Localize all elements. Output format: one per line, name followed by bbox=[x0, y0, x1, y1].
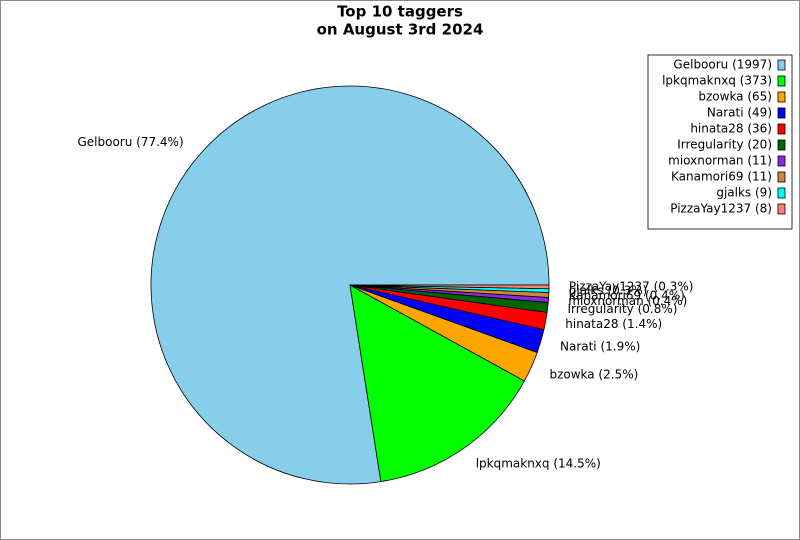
legend-swatch bbox=[777, 187, 786, 199]
slice-label: hinata28 (1.4%) bbox=[565, 317, 662, 331]
chart-title: Top 10 taggers bbox=[337, 3, 463, 21]
legend-label: Kanamori69 (11) bbox=[671, 170, 772, 184]
slice-label: lpkqmaknxq (14.5%) bbox=[476, 457, 601, 471]
legend-label: PizzaYay1237 (8) bbox=[670, 202, 772, 216]
legend-swatch bbox=[777, 107, 786, 119]
slice-label: Irregularity (0.8%) bbox=[567, 302, 677, 316]
legend-swatch bbox=[777, 139, 786, 151]
legend-label: Narati (49) bbox=[707, 106, 772, 120]
slice-label: gjalks (0.3%) bbox=[569, 284, 648, 298]
pie-slice bbox=[349, 284, 550, 290]
slice-label: Narati (1.9%) bbox=[560, 339, 640, 353]
slice-label: PizzaYay1237 (0.3%) bbox=[569, 280, 694, 294]
legend-label: bzowka (65) bbox=[698, 90, 772, 104]
pie-slice bbox=[349, 284, 525, 483]
slice-label: mioxnorman (0.4%) bbox=[568, 294, 687, 308]
legend-swatch bbox=[777, 155, 786, 167]
legend-swatch bbox=[777, 75, 786, 87]
legend-swatch bbox=[777, 91, 786, 103]
legend-label: Gelbooru (1997) bbox=[673, 58, 772, 72]
legend-label: mioxnorman (11) bbox=[668, 154, 772, 168]
chart-title: on August 3rd 2024 bbox=[317, 21, 484, 39]
legend-swatch bbox=[777, 171, 786, 183]
legend-label: lpkqmaknxq (373) bbox=[662, 74, 772, 88]
legend-label: hinata28 (36) bbox=[690, 122, 772, 136]
legend-swatch bbox=[777, 123, 786, 135]
legend-swatch bbox=[777, 59, 786, 71]
legend-box bbox=[647, 54, 793, 230]
legend-label: Irregularity (20) bbox=[677, 138, 772, 152]
legend-label: gjalks (9) bbox=[716, 186, 772, 200]
legend-swatch bbox=[777, 203, 786, 215]
slice-label: Kanamori69 (0.4%) bbox=[569, 289, 685, 303]
slice-label: bzowka (2.5%) bbox=[549, 368, 638, 382]
slice-label: Gelbooru (77.4%) bbox=[77, 135, 183, 149]
